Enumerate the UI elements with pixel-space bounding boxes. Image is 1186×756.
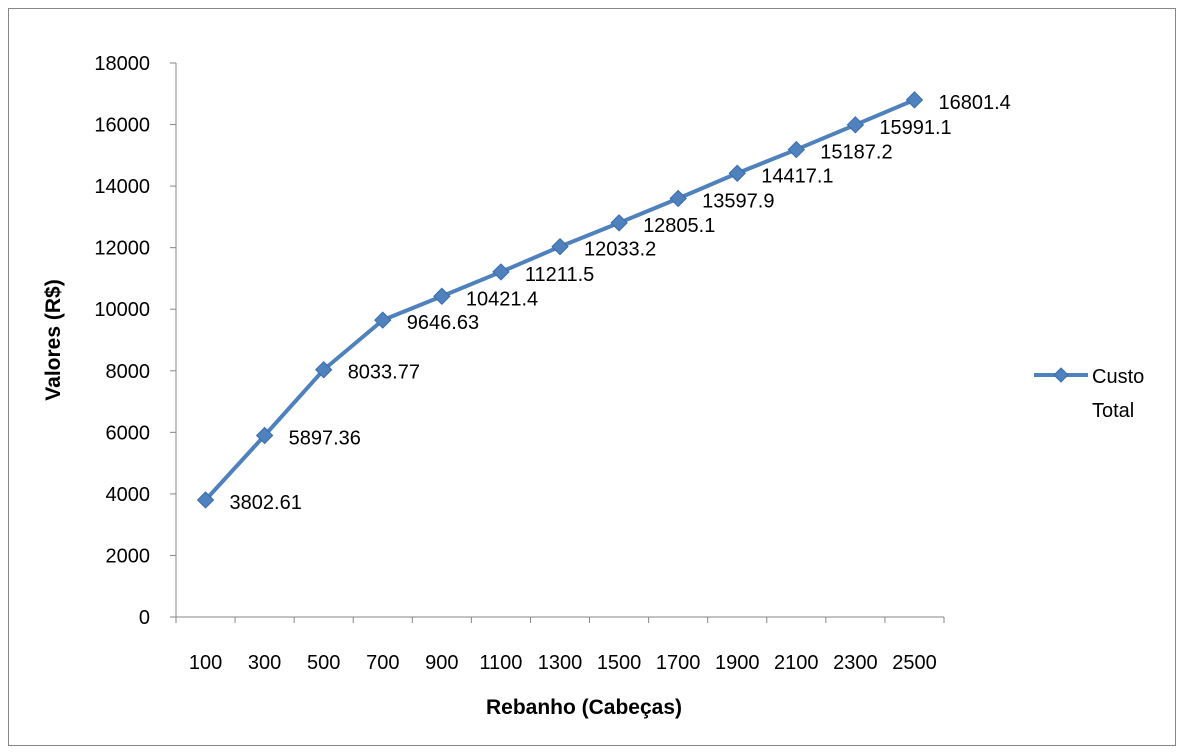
data-label: 16801.4 — [938, 92, 1010, 114]
data-point — [669, 189, 687, 208]
y-tick-label: 4000 — [106, 484, 151, 506]
y-tick-label: 16000 — [94, 115, 150, 137]
legend-marker-swatch — [1053, 367, 1069, 383]
data-point — [196, 491, 215, 509]
data-label: 13597.9 — [702, 190, 774, 212]
data-label: 14417.1 — [761, 165, 833, 187]
data-point — [374, 311, 392, 329]
x-tick-label: 1900 — [715, 652, 760, 674]
data-point — [551, 237, 569, 256]
y-ticks: 0 2000 4000 6000 8000 10000 12000 14000 16000 180… — [94, 53, 176, 629]
y-axis-title: Valores (R$) — [42, 279, 65, 400]
data-point — [787, 140, 806, 159]
x-ticks: 100 300 500 700 900 1100 1300 1500 1700 1900 2100 2… — [175, 617, 945, 674]
y-tick-label: 12000 — [94, 238, 150, 260]
data-point — [846, 116, 865, 134]
data-point — [610, 214, 628, 232]
y-tick-label: 8000 — [106, 361, 151, 383]
legend-label-line1: Custo — [1092, 366, 1144, 388]
x-tick-label: 100 — [189, 652, 222, 674]
data-point — [314, 361, 333, 379]
x-tick-label: 500 — [307, 652, 340, 674]
x-tick-label: 1700 — [656, 652, 701, 674]
legend-label-line2: Total — [1092, 400, 1134, 422]
y-tick-label: 6000 — [106, 422, 151, 444]
legend: Custo Total — [1034, 366, 1144, 422]
data-point — [433, 287, 451, 305]
data-label: 10421.4 — [466, 288, 538, 310]
y-tick-label: 18000 — [94, 53, 150, 75]
x-tick-label: 1100 — [479, 652, 522, 674]
axes — [175, 63, 944, 618]
chart-frame — [8, 8, 1176, 746]
y-tick-label: 14000 — [94, 176, 150, 198]
x-tick-label: 900 — [425, 652, 458, 674]
x-tick-label: 1500 — [597, 652, 642, 674]
x-tick-label: 2300 — [833, 652, 878, 674]
data-label: 11211.5 — [525, 264, 594, 286]
data-label: 9646.63 — [407, 312, 479, 334]
x-tick-label: 700 — [366, 652, 399, 674]
y-tick-label: 10000 — [94, 299, 150, 321]
x-tick-label: 300 — [248, 652, 281, 674]
y-tick-label: 0 — [139, 607, 150, 629]
x-tick-label: 1300 — [538, 652, 583, 674]
data-point — [255, 426, 274, 445]
data-label: 15187.2 — [820, 142, 892, 164]
data-point — [905, 91, 924, 109]
x-axis-title: Rebanho (Cabeças) — [486, 696, 682, 719]
data-point — [728, 164, 746, 182]
y-tick-label: 2000 — [106, 545, 151, 567]
data-labels: 3802.61 5897.36 8033.77 9646.6310421.411211… — [230, 92, 1011, 514]
x-tick-label: 2100 — [774, 652, 819, 674]
data-point — [492, 263, 510, 281]
data-label: 8033.77 — [348, 362, 420, 384]
data-label: 5897.36 — [289, 427, 361, 449]
data-label: 12033.2 — [584, 239, 656, 261]
data-label: 15991.1 — [879, 117, 951, 139]
series-custo-total — [196, 91, 924, 509]
x-tick-label: 2500 — [892, 652, 937, 674]
data-label: 12805.1 — [643, 215, 715, 237]
data-label: 3802.61 — [230, 492, 302, 514]
